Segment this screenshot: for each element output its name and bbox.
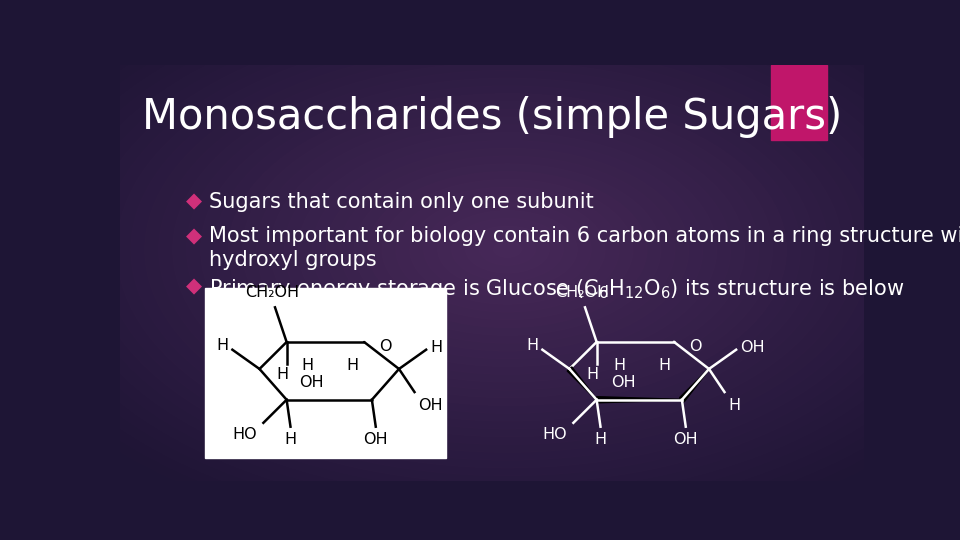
Bar (205, 288, 445, 457)
Ellipse shape (438, 211, 577, 288)
Text: H: H (284, 432, 297, 447)
Text: Monosaccharides (simple Sugars): Monosaccharides (simple Sugars) (142, 96, 842, 138)
Text: O: O (379, 339, 392, 354)
Ellipse shape (423, 203, 591, 296)
Text: ◆: ◆ (185, 192, 202, 212)
Text: HO: HO (232, 427, 257, 442)
Ellipse shape (466, 226, 549, 273)
Ellipse shape (47, 0, 960, 507)
Ellipse shape (299, 133, 717, 367)
Ellipse shape (493, 242, 521, 258)
Ellipse shape (354, 164, 660, 335)
Text: H: H (276, 367, 289, 382)
Ellipse shape (396, 187, 619, 312)
Bar (771, 65, 827, 140)
Text: H: H (216, 339, 228, 353)
Text: OH: OH (419, 398, 443, 413)
Text: OH: OH (740, 340, 764, 355)
Text: HO: HO (542, 427, 567, 442)
Ellipse shape (34, 0, 960, 515)
Ellipse shape (284, 125, 731, 374)
Polygon shape (680, 369, 709, 402)
Ellipse shape (480, 234, 536, 265)
Ellipse shape (19, 0, 960, 523)
Ellipse shape (256, 109, 758, 390)
Text: OH: OH (364, 432, 388, 447)
Ellipse shape (228, 93, 786, 406)
Ellipse shape (89, 16, 926, 483)
Polygon shape (567, 367, 597, 400)
Text: H: H (587, 367, 599, 382)
Text: Sugars that contain only one subunit: Sugars that contain only one subunit (209, 192, 594, 212)
Text: Primary energy storage is Glucose ($\mathregular{C_6H_{12}O_6}$) its structure i: Primary energy storage is Glucose ($\mat… (209, 276, 904, 301)
Text: CH₂OH: CH₂OH (246, 285, 300, 300)
Text: CH₂OH: CH₂OH (556, 285, 610, 300)
Text: OH: OH (673, 432, 698, 447)
Ellipse shape (312, 140, 703, 359)
Ellipse shape (158, 55, 856, 444)
Text: H: H (430, 340, 443, 355)
Text: OH: OH (612, 375, 636, 389)
Text: OH: OH (300, 375, 324, 389)
Ellipse shape (6, 0, 960, 530)
Ellipse shape (103, 24, 912, 476)
Ellipse shape (214, 86, 801, 413)
Ellipse shape (382, 179, 633, 320)
Ellipse shape (271, 117, 745, 382)
Ellipse shape (452, 218, 564, 281)
Ellipse shape (340, 156, 675, 343)
Ellipse shape (173, 63, 842, 437)
Text: H: H (526, 339, 539, 353)
Text: ◆: ◆ (185, 226, 202, 246)
Ellipse shape (201, 78, 814, 421)
Ellipse shape (117, 31, 899, 468)
Ellipse shape (75, 8, 940, 491)
Ellipse shape (368, 172, 647, 328)
Ellipse shape (131, 39, 884, 460)
Ellipse shape (186, 70, 828, 429)
Ellipse shape (243, 102, 773, 398)
Text: H: H (613, 357, 626, 373)
Text: ◆: ◆ (185, 276, 202, 296)
Text: H: H (347, 357, 359, 373)
Ellipse shape (326, 148, 689, 351)
Text: H: H (301, 357, 314, 373)
Text: H: H (594, 432, 607, 447)
Text: Most important for biology contain 6 carbon atoms in a ring structure with
hydro: Most important for biology contain 6 car… (209, 226, 960, 269)
Ellipse shape (145, 47, 870, 453)
Text: H: H (729, 398, 740, 413)
Text: O: O (689, 339, 702, 354)
Polygon shape (596, 397, 682, 403)
Text: H: H (658, 357, 670, 373)
Ellipse shape (61, 0, 954, 499)
Ellipse shape (410, 195, 605, 304)
